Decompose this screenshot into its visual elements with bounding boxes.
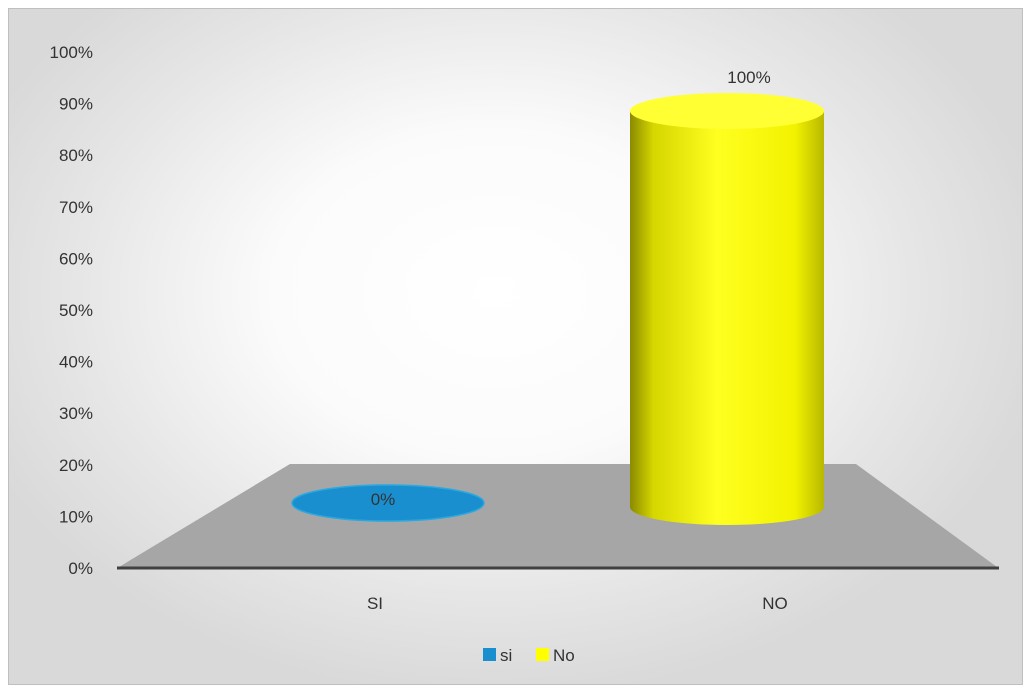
y-tick-label: 40% xyxy=(59,353,93,372)
bar-no-top xyxy=(630,93,824,129)
y-tick-label: 20% xyxy=(59,456,93,475)
bar-no-body xyxy=(630,111,824,525)
legend-swatch xyxy=(536,648,549,661)
chart-svg: 0% 10% 20% 30% 40% 50% 60% 70% 80% 90% 100% SI NO 0… xyxy=(50,43,999,665)
y-tick-label: 100% xyxy=(50,43,93,62)
data-label: 100% xyxy=(727,68,770,87)
chart-area: 0% 10% 20% 30% 40% 50% 60% 70% 80% 90% 100% SI NO 0… xyxy=(8,8,1023,685)
y-tick-label: 10% xyxy=(59,507,93,526)
y-axis-ticks: 0% 10% 20% 30% 40% 50% 60% 70% 80% 90% 100% xyxy=(50,43,93,578)
bar-si xyxy=(291,484,485,522)
legend-swatch xyxy=(483,648,496,661)
bar-no xyxy=(630,93,824,525)
data-labels: 0% 100% xyxy=(371,68,771,509)
y-tick-label: 80% xyxy=(59,146,93,165)
x-category-label: NO xyxy=(762,594,788,613)
legend-label: No xyxy=(553,646,575,665)
data-label: 0% xyxy=(371,490,396,509)
legend-label: si xyxy=(500,646,512,665)
bars xyxy=(291,93,824,525)
y-tick-label: 90% xyxy=(59,95,93,114)
y-tick-label: 30% xyxy=(59,404,93,423)
y-tick-label: 0% xyxy=(68,559,93,578)
x-axis-categories: SI NO xyxy=(367,594,788,613)
y-tick-label: 70% xyxy=(59,198,93,217)
x-category-label: SI xyxy=(367,594,383,613)
legend: si No xyxy=(483,646,575,665)
y-tick-label: 50% xyxy=(59,301,93,320)
chart-floor xyxy=(119,464,997,567)
y-tick-label: 60% xyxy=(59,249,93,268)
